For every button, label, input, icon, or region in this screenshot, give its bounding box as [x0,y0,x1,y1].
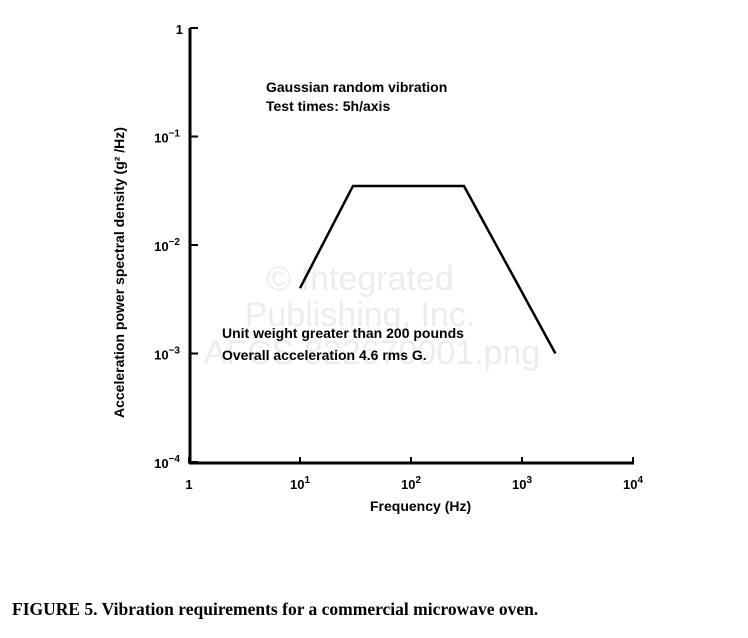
y-axis-label: Acceleration power spectral density (g² … [111,127,127,418]
watermark-line: Publishing, Inc. [245,296,476,334]
series-line [298,184,557,355]
watermark: © Integrated Publishing, Inc. AFCS 82267… [204,260,540,372]
x-axis-label: Frequency (Hz) [370,498,471,514]
x-tick-label: 104 [623,475,643,492]
y-tick-label: 10−1 [154,129,180,146]
watermark-line: © Integrated [266,260,454,298]
x-tick-label: 101 [290,475,310,492]
annotation: Test times: 5h/axis [266,98,390,114]
annotation: Overall acceleration 4.6 rms G. [222,347,427,363]
y-tick-label: 1 [176,22,183,37]
x-tick-label: 102 [401,475,421,492]
figure-caption: FIGURE 5. Vibration requirements for a c… [12,599,539,619]
x-tick-label: 1 [185,477,192,492]
watermark-line: AFCS 822670001.png [204,334,540,372]
annotation: Unit weight greater than 200 pounds [222,325,464,341]
y-tick-label: 10−4 [154,454,180,471]
annotation: Gaussian random vibration [266,79,447,95]
y-tick-label: 10−2 [154,237,180,254]
x-tick-label: 103 [512,475,532,492]
y-tick-label: 10−3 [154,346,180,363]
